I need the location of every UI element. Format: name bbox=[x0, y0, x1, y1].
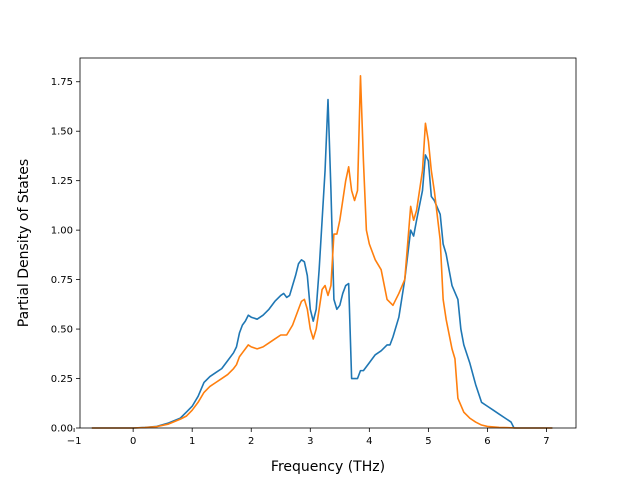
y-tick-label: 1.75 bbox=[51, 77, 73, 88]
x-tick-label: 2 bbox=[248, 436, 254, 447]
x-tick-label: 6 bbox=[484, 436, 490, 447]
x-tick-label: 1 bbox=[189, 436, 195, 447]
x-tick-label: −1 bbox=[67, 436, 82, 447]
y-tick-label: 1.00 bbox=[51, 226, 73, 237]
plot-frame bbox=[79, 57, 577, 429]
x-axis-label: Frequency (THz) bbox=[271, 459, 385, 475]
x-tick-label: 0 bbox=[130, 436, 136, 447]
y-axis-label: Partial Density of States bbox=[16, 159, 32, 327]
y-tick-label: 1.25 bbox=[51, 176, 73, 187]
y-tick-label: 0.50 bbox=[51, 325, 73, 336]
y-tick-label: 0.75 bbox=[51, 275, 73, 286]
y-tick-label: 0.00 bbox=[51, 424, 73, 435]
y-axis-ticks: 0.00 0.25 0.50 0.75 1.00 1.25 1.50 1.75 bbox=[51, 77, 80, 435]
y-tick-label: 0.25 bbox=[51, 374, 73, 385]
series-layer bbox=[91, 75, 553, 429]
x-axis-ticks: −1 0 1 2 3 4 5 6 7 bbox=[67, 428, 550, 447]
x-tick-label: 3 bbox=[307, 436, 313, 447]
x-tick-label: 7 bbox=[543, 436, 549, 447]
x-tick-label: 5 bbox=[425, 436, 431, 447]
y-tick-label: 1.50 bbox=[51, 127, 73, 138]
series-line-1 bbox=[91, 98, 553, 429]
series-line-2 bbox=[91, 75, 553, 429]
x-tick-label: 4 bbox=[366, 436, 372, 447]
